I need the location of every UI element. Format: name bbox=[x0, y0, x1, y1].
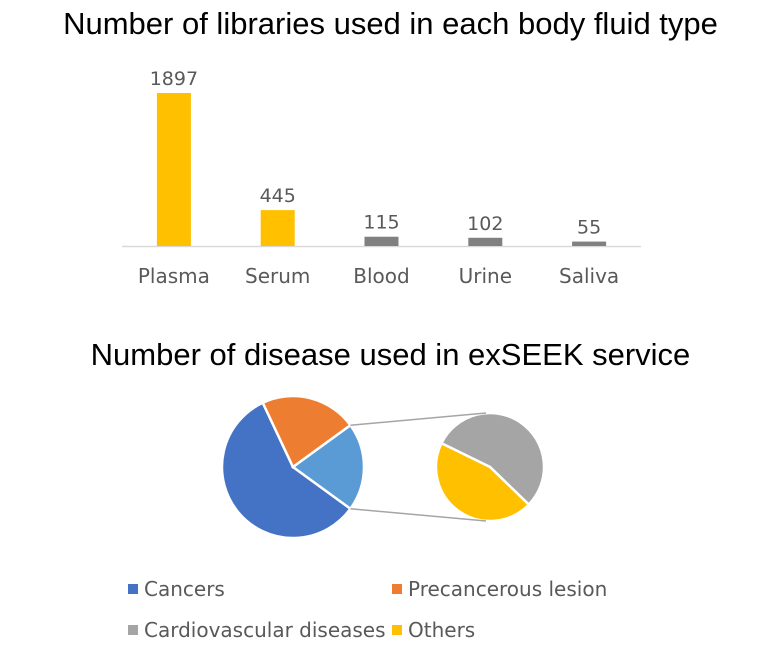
bar-value-label-urine: 102 bbox=[467, 213, 503, 235]
x-tick-label-serum: Serum bbox=[245, 264, 310, 288]
x-tick-label-blood: Blood bbox=[353, 264, 409, 288]
legend-item-others: Others bbox=[392, 618, 475, 642]
x-tick-label-plasma: Plasma bbox=[138, 264, 210, 288]
legend-item-cardiovascular-diseases: Cardiovascular diseases bbox=[128, 618, 386, 642]
connector-line-bottom bbox=[350, 507, 487, 522]
bar-value-label-saliva: 55 bbox=[577, 217, 601, 239]
secondary-pie-slice-cardiovascular-diseases bbox=[439, 411, 546, 507]
pie-slice-cancers bbox=[220, 401, 353, 540]
legend-swatch-cardiovascular-diseases bbox=[128, 625, 138, 635]
connector-line-top bbox=[350, 412, 487, 427]
legend-item-cancers: Cancers bbox=[128, 577, 225, 601]
bar-value-label-serum: 445 bbox=[260, 185, 296, 207]
pie-slice-precancerous-lesion bbox=[261, 394, 353, 469]
bar-blood bbox=[364, 236, 399, 246]
pie-chart-title: Number of disease used in exSEEK service bbox=[90, 337, 691, 372]
legend-item-precancerous-lesion: Precancerous lesion bbox=[392, 577, 607, 601]
bar-plasma bbox=[156, 93, 191, 246]
bar-serum bbox=[260, 210, 295, 246]
legend-swatch-others bbox=[392, 625, 402, 635]
bar-value-label-plasma: 1897 bbox=[150, 68, 198, 90]
legend-label-cancers: Cancers bbox=[144, 577, 225, 601]
legend-swatch-cancers bbox=[128, 584, 138, 594]
secondary-pie-slice-others bbox=[434, 441, 531, 523]
legend-label-others: Others bbox=[408, 618, 476, 642]
bar-chart-title: Number of libraries used in each body fl… bbox=[63, 6, 718, 41]
legend-label-precancerous-lesion: Precancerous lesion bbox=[408, 577, 608, 601]
bar-value-label-blood: 115 bbox=[363, 212, 399, 234]
x-tick-label-urine: Urine bbox=[459, 264, 512, 288]
x-tick-label-saliva: Saliva bbox=[559, 264, 619, 288]
legend-label-cardiovascular-diseases: Cardiovascular diseases bbox=[144, 618, 386, 642]
bar-urine bbox=[468, 237, 503, 246]
legend-swatch-precancerous-lesion bbox=[392, 584, 402, 594]
bar-saliva bbox=[572, 241, 607, 246]
pie-slice-other-group bbox=[290, 423, 366, 511]
